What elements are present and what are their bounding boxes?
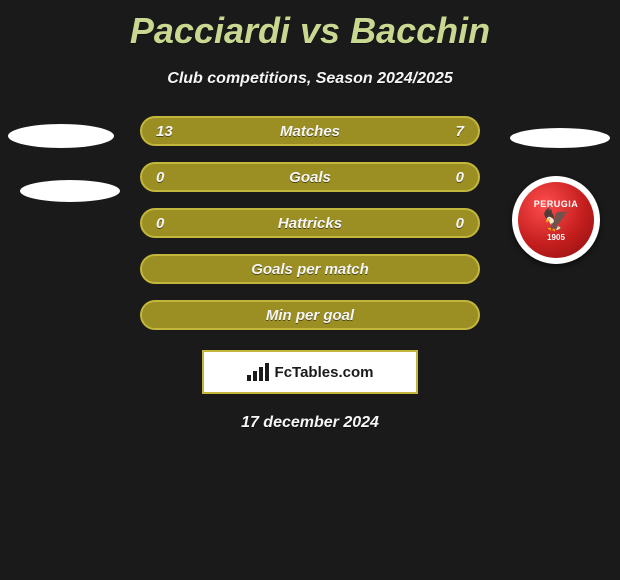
date-text: 17 december 2024: [0, 414, 620, 432]
stat-right-value: 0: [456, 215, 464, 232]
stat-row-goals: 0 Goals 0: [140, 162, 480, 192]
stat-label: Hattricks: [278, 215, 342, 232]
player-b-name: Bacchin: [350, 10, 490, 51]
stat-label: Goals: [289, 169, 331, 186]
subtitle: Club competitions, Season 2024/2025: [0, 70, 620, 88]
stat-left-value: 13: [156, 123, 173, 140]
club-badge-inner: PERUGIA 🦅 1905: [518, 182, 594, 258]
bar-chart-icon: [247, 363, 269, 381]
stat-right-value: 0: [456, 169, 464, 186]
page-title: Pacciardi vs Bacchin: [0, 0, 620, 52]
stat-label: Matches: [280, 123, 340, 140]
decorative-ellipse: [20, 180, 120, 202]
player-a-name: Pacciardi: [130, 10, 290, 51]
decorative-ellipse: [8, 124, 114, 148]
stat-row-hattricks: 0 Hattricks 0: [140, 208, 480, 238]
stat-row-min-per-goal: Min per goal: [140, 300, 480, 330]
stat-row-goals-per-match: Goals per match: [140, 254, 480, 284]
club-badge: PERUGIA 🦅 1905: [512, 176, 600, 264]
decorative-ellipse: [510, 128, 610, 148]
attribution-box: FcTables.com: [202, 350, 418, 394]
stat-right-value: 7: [456, 123, 464, 140]
stat-label: Min per goal: [266, 307, 354, 324]
stat-label: Goals per match: [251, 261, 369, 278]
attribution-text: FcTables.com: [275, 364, 374, 381]
stat-left-value: 0: [156, 215, 164, 232]
stat-row-matches: 13 Matches 7: [140, 116, 480, 146]
stat-left-value: 0: [156, 169, 164, 186]
badge-year: 1905: [547, 233, 565, 242]
title-vs: vs: [300, 10, 340, 51]
griffin-icon: 🦅: [542, 209, 569, 231]
